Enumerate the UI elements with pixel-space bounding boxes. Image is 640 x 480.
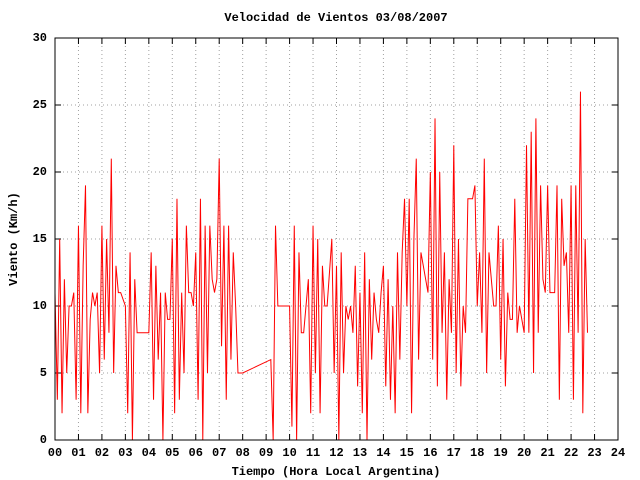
y-tick-label: 5: [40, 366, 47, 380]
x-tick-label: 13: [353, 446, 367, 460]
x-tick-label: 12: [329, 446, 343, 460]
x-tick-label: 07: [212, 446, 226, 460]
y-tick-label: 0: [40, 433, 47, 447]
y-tick-label: 10: [33, 299, 47, 313]
x-tick-label: 23: [587, 446, 601, 460]
x-tick-label: 08: [235, 446, 249, 460]
x-tick-label: 02: [95, 446, 109, 460]
chart-title: Velocidad de Vientos 03/08/2007: [224, 11, 447, 25]
y-tick-label: 20: [33, 165, 47, 179]
data-line: [54, 91, 588, 441]
x-tick-label: 20: [517, 446, 531, 460]
x-tick-label: 03: [118, 446, 132, 460]
x-tick-label: 11: [306, 446, 320, 460]
x-tick-label: 06: [189, 446, 203, 460]
x-tick-label: 00: [48, 446, 62, 460]
y-tick-label: 30: [33, 31, 47, 45]
x-tick-label: 16: [423, 446, 437, 460]
x-tick-label: 15: [400, 446, 414, 460]
x-axis-label: Tiempo (Hora Local Argentina): [232, 465, 441, 479]
x-tick-label: 18: [470, 446, 484, 460]
y-tick-label: 15: [33, 232, 47, 246]
x-tick-label: 24: [611, 446, 625, 460]
x-tick-label: 22: [564, 446, 578, 460]
x-tick-label: 04: [142, 446, 156, 460]
x-tick-label: 01: [71, 446, 85, 460]
x-tick-label: 10: [282, 446, 296, 460]
y-tick-label: 25: [33, 98, 47, 112]
x-tick-label: 21: [540, 446, 554, 460]
x-tick-label: 05: [165, 446, 179, 460]
x-tick-label: 14: [376, 446, 390, 460]
x-tick-label: 09: [259, 446, 273, 460]
x-tick-label: 19: [494, 446, 508, 460]
x-tick-label: 17: [447, 446, 461, 460]
plot-frame: [54, 37, 619, 441]
y-axis-label: Viento (Km/h): [7, 192, 21, 286]
